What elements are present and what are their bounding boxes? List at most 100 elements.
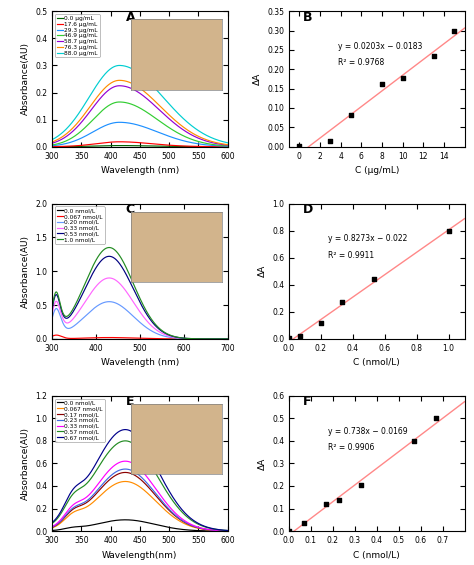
Text: y = 0.0203x − 0.0183: y = 0.0203x − 0.0183 — [338, 42, 422, 51]
0.067 nmol/L — [49, 524, 55, 531]
Point — [347, 110, 355, 119]
0.0 μg/mL — [117, 142, 122, 149]
17.6 μg/mL — [129, 139, 135, 146]
Y-axis label: ΔA: ΔA — [257, 457, 266, 470]
1.0 nmol/L — [186, 335, 192, 342]
88.0 μg/mL — [225, 140, 230, 146]
Text: C: C — [126, 203, 135, 216]
0.57 nmol/L — [123, 437, 128, 444]
0.20 nmol/L — [186, 336, 192, 342]
Text: D: D — [303, 203, 313, 216]
0.33 nmol/L — [165, 332, 171, 339]
0.17 nmol/L — [129, 471, 135, 477]
Y-axis label: ΔA: ΔA — [257, 265, 266, 277]
58.7 μg/mL — [182, 127, 187, 134]
0.20 nmol/L — [105, 298, 110, 305]
76.3 μg/mL — [167, 112, 173, 119]
76.3 μg/mL — [117, 77, 122, 84]
X-axis label: C (μg/mL): C (μg/mL) — [355, 166, 399, 175]
0.67 nmol/L — [129, 428, 135, 435]
0.33 nmol/L — [208, 336, 213, 342]
46.9 μg/mL — [49, 142, 55, 149]
0.33 nmol/L — [123, 458, 128, 464]
29.3 μg/mL — [153, 128, 159, 134]
0.53 nmol/L — [165, 331, 171, 338]
0.067 nmol/L — [54, 332, 59, 338]
0.0 nmol/L — [49, 527, 55, 534]
76.3 μg/mL — [129, 80, 135, 86]
29.3 μg/mL — [225, 143, 230, 150]
Text: B: B — [303, 11, 312, 24]
0.0 nmol/L — [123, 516, 128, 523]
29.3 μg/mL — [167, 133, 173, 140]
58.7 μg/mL — [225, 142, 230, 149]
Line: 0.067 nmol/L: 0.067 nmol/L — [52, 481, 228, 531]
Point — [378, 80, 386, 89]
58.7 μg/mL — [167, 116, 173, 123]
0.067 nmol/L — [105, 334, 111, 341]
0.20 nmol/L — [49, 315, 55, 321]
0.53 nmol/L — [105, 253, 110, 260]
Line: 0.67 nmol/L: 0.67 nmol/L — [52, 429, 228, 531]
0.20 nmol/L — [92, 304, 98, 311]
0.57 nmol/L — [81, 483, 86, 490]
1.0 nmol/L — [99, 249, 104, 255]
0.0 nmol/L — [208, 336, 213, 342]
0.33 nmol/L — [225, 336, 230, 342]
0.0 nmol/L — [182, 526, 187, 533]
29.3 μg/mL — [81, 134, 86, 141]
1.0 nmol/L — [225, 336, 230, 342]
0.067 nmol/L — [49, 333, 55, 340]
Point — [445, 226, 452, 235]
X-axis label: Wavelength(nm): Wavelength(nm) — [102, 550, 178, 559]
17.6 μg/mL — [81, 142, 86, 149]
0.0 μg/mL — [225, 144, 230, 150]
Line: 0.20 nmol/L: 0.20 nmol/L — [52, 302, 228, 339]
88.0 μg/mL — [49, 136, 55, 143]
Point — [336, 495, 343, 504]
0.53 nmol/L — [49, 306, 55, 313]
88.0 μg/mL — [153, 86, 159, 93]
0.53 nmol/L — [225, 336, 230, 342]
0.067 nmol/L — [167, 511, 173, 518]
0.0 μg/mL — [182, 143, 187, 150]
0.33 nmol/L — [99, 277, 104, 284]
0.067 nmol/L — [225, 336, 230, 342]
88.0 μg/mL — [167, 101, 173, 108]
0.0 nmol/L — [94, 520, 100, 527]
Point — [296, 332, 303, 341]
0.0 nmol/L — [105, 336, 110, 342]
76.3 μg/mL — [81, 112, 86, 119]
0.67 nmol/L — [94, 458, 100, 464]
0.0 nmol/L — [129, 517, 135, 524]
0.17 nmol/L — [94, 489, 100, 496]
Y-axis label: Absorbance(AU): Absorbance(AU) — [20, 427, 29, 500]
Point — [370, 275, 377, 284]
Point — [432, 414, 440, 423]
0.33 nmol/L — [167, 503, 173, 510]
0.67 nmol/L — [167, 489, 173, 496]
Point — [285, 334, 293, 343]
0.33 nmol/L — [106, 275, 112, 281]
0.23 nmol/L — [49, 524, 55, 531]
17.6 μg/mL — [182, 142, 187, 149]
Y-axis label: Absorbance(AU): Absorbance(AU) — [20, 234, 29, 308]
0.17 nmol/L — [167, 507, 173, 514]
Point — [296, 141, 303, 150]
0.0 nmol/L — [99, 336, 104, 342]
58.7 μg/mL — [129, 85, 135, 92]
0.17 nmol/L — [225, 528, 230, 534]
Line: 0.57 nmol/L: 0.57 nmol/L — [52, 441, 228, 531]
0.067 nmol/L — [92, 334, 98, 341]
0.33 nmol/L — [105, 275, 110, 281]
46.9 μg/mL — [153, 115, 159, 122]
0.0 μg/mL — [94, 142, 100, 149]
Legend: 0.0 nmol/L, 0.067 nmol/L, 0.17 nmol/L, 0.23 nmol/L, 0.33 nmol/L, 0.57 nmol/L, 0.: 0.0 nmol/L, 0.067 nmol/L, 0.17 nmol/L, 0… — [55, 399, 105, 442]
Line: 58.7 μg/mL: 58.7 μg/mL — [52, 86, 228, 145]
0.33 nmol/L — [186, 335, 192, 342]
0.67 nmol/L — [123, 426, 128, 433]
0.20 nmol/L — [225, 336, 230, 342]
0.067 nmol/L — [81, 505, 86, 512]
0.33 nmol/L — [94, 482, 100, 489]
0.23 nmol/L — [94, 487, 100, 494]
